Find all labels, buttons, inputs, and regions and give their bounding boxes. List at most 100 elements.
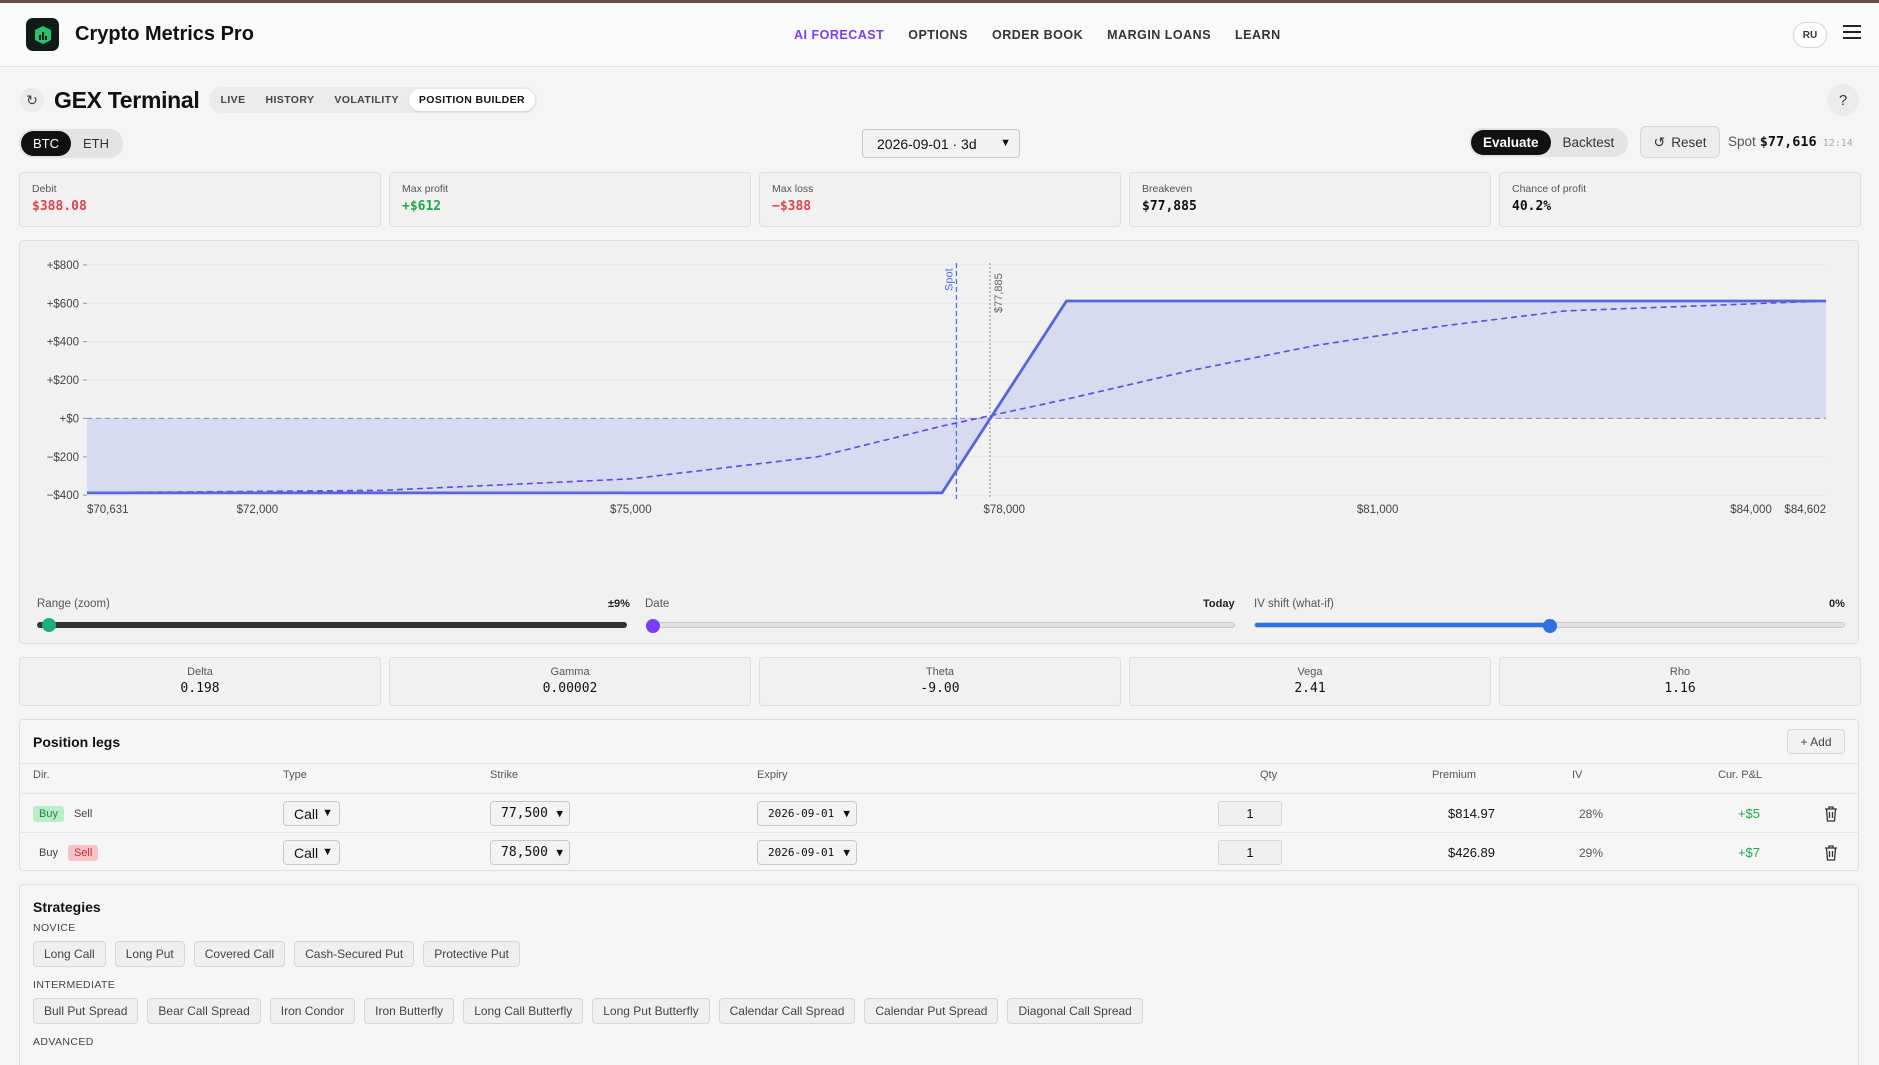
date-slider[interactable] bbox=[646, 619, 1235, 633]
greek-value: 2.41 bbox=[1294, 681, 1326, 696]
chevron-down-icon: ▼ bbox=[843, 807, 850, 820]
y-tick-label: −$400 bbox=[47, 490, 79, 502]
strategy-chip[interactable]: Long Put Butterfly bbox=[592, 998, 710, 1024]
greek-card-rho: Rho 1.16 bbox=[1499, 657, 1861, 706]
strategy-chip[interactable]: Cash-Secured Put bbox=[294, 941, 415, 967]
expiry-value: 2026-09-01 · 3d bbox=[877, 135, 977, 152]
expiry-select[interactable]: 2026-09-01 · 3d ▼ bbox=[862, 129, 1020, 158]
greek-label: Rho bbox=[1669, 666, 1691, 678]
y-tick-label: +$600 bbox=[47, 298, 79, 310]
metric-value: $388.08 bbox=[32, 199, 87, 214]
leg-expiry-select[interactable]: 2026-09-01 ▼ bbox=[757, 840, 857, 865]
leg-expiry-select[interactable]: 2026-09-01 ▼ bbox=[757, 801, 857, 826]
iv-slider[interactable] bbox=[1254, 619, 1845, 633]
evaluate-button[interactable]: Evaluate bbox=[1471, 130, 1551, 155]
tab-volatility[interactable]: VOLATILITY bbox=[334, 94, 399, 106]
tab-live[interactable]: LIVE bbox=[220, 94, 246, 106]
strategy-chip[interactable]: Covered Call bbox=[193, 941, 286, 967]
strategy-chip[interactable]: Protective Put bbox=[423, 941, 520, 967]
brand-name[interactable]: Crypto Metrics Pro bbox=[75, 23, 254, 45]
greek-label: Vega bbox=[1297, 666, 1323, 678]
greek-label: Gamma bbox=[550, 666, 590, 678]
metric-value: −$388 bbox=[772, 199, 812, 214]
leg-sell-toggle[interactable]: Sell bbox=[73, 807, 93, 820]
metric-card-chance-of-profit: Chance of profit 40.2% bbox=[1499, 172, 1861, 227]
leg-qty-input[interactable]: 1 bbox=[1218, 801, 1282, 826]
spot-label: Spot bbox=[1728, 134, 1756, 149]
strategy-chip[interactable]: Long Call Butterfly bbox=[463, 998, 584, 1024]
leg-strike-select[interactable]: 78,500 ▼ bbox=[490, 840, 570, 865]
leg-sell-toggle[interactable]: Sell bbox=[67, 844, 99, 861]
leg-qty-input[interactable]: 1 bbox=[1218, 840, 1282, 865]
spot-label: Spot bbox=[943, 268, 955, 291]
help-button[interactable]: ? bbox=[1827, 84, 1859, 116]
x-tick-label: $70,631 bbox=[87, 504, 129, 516]
nav-margin-loans[interactable]: MARGIN LOANS bbox=[1107, 28, 1212, 42]
range-slider-label: Range (zoom) bbox=[37, 598, 110, 610]
strategy-chip[interactable]: Calendar Put Spread bbox=[864, 998, 999, 1024]
nav-learn[interactable]: LEARN bbox=[1235, 28, 1281, 42]
tab-history[interactable]: HISTORY bbox=[265, 94, 315, 106]
asset-btc[interactable]: BTC bbox=[21, 131, 71, 156]
col-iv: IV bbox=[1572, 769, 1583, 781]
view-tabs: LIVE HISTORY VOLATILITY POSITION BUILDER bbox=[208, 87, 538, 113]
trash-icon[interactable] bbox=[1824, 844, 1838, 861]
x-tick-label: $81,000 bbox=[1357, 504, 1399, 516]
leg-type-select[interactable]: Call ▼ bbox=[283, 801, 340, 826]
col-premium: Premium bbox=[1432, 769, 1477, 781]
strategy-chip[interactable]: Iron Butterfly bbox=[364, 998, 455, 1024]
language-switch[interactable]: RU bbox=[1793, 22, 1827, 48]
iv-slider-fill bbox=[1255, 623, 1550, 627]
strategy-chip[interactable]: Iron Condor bbox=[269, 998, 356, 1024]
nav-ai-forecast[interactable]: AI FORECAST bbox=[794, 28, 885, 42]
metric-label: Debit bbox=[32, 183, 57, 195]
metric-label: Max loss bbox=[772, 183, 814, 195]
metric-card-max-profit: Max profit +$612 bbox=[389, 172, 751, 227]
date-slider-handle[interactable] bbox=[646, 619, 660, 633]
add-leg-button[interactable]: + Add bbox=[1787, 729, 1845, 754]
metric-card-max-loss: Max loss −$388 bbox=[759, 172, 1121, 227]
range-slider[interactable] bbox=[37, 618, 627, 632]
metric-label: Chance of profit bbox=[1512, 183, 1587, 195]
leg-pnl: +$7 bbox=[1737, 845, 1760, 860]
metric-value: $77,885 bbox=[1142, 199, 1197, 214]
leg-strike-select[interactable]: 77,500 ▼ bbox=[490, 801, 570, 826]
strategy-chip[interactable]: Bull Put Spread bbox=[33, 998, 139, 1024]
strategy-chip[interactable]: Bear Call Spread bbox=[147, 998, 261, 1024]
strategy-chip[interactable]: Calendar Call Spread bbox=[718, 998, 856, 1024]
leg-type-select[interactable]: Call ▼ bbox=[283, 840, 340, 865]
nav-order-book[interactable]: ORDER BOOK bbox=[992, 28, 1084, 42]
strategy-group-label: ADVANCED bbox=[33, 1036, 94, 1048]
trash-icon[interactable] bbox=[1824, 805, 1838, 822]
reset-button[interactable]: ↺ Reset bbox=[1640, 126, 1720, 158]
strategy-chip[interactable]: Diagonal Call Spread bbox=[1007, 998, 1143, 1024]
leg-buy-toggle[interactable]: Buy bbox=[33, 805, 64, 822]
strategy-chip[interactable]: Long Put bbox=[114, 941, 185, 967]
y-tick-label: −$200 bbox=[47, 452, 79, 464]
spot-readout: Spot $77,616 12:14 bbox=[1728, 134, 1853, 150]
leg-buy-toggle[interactable]: Buy bbox=[39, 846, 58, 859]
iv-slider-handle[interactable] bbox=[1542, 619, 1557, 633]
nav-options[interactable]: OPTIONS bbox=[908, 28, 968, 42]
app-logo-icon[interactable] bbox=[26, 18, 59, 51]
strategy-chip-list: Bull Put Spread Bear Call Spread Iron Cond… bbox=[33, 998, 1845, 1024]
strategy-group-label: NOVICE bbox=[33, 922, 76, 934]
tab-position-builder[interactable]: POSITION BUILDER bbox=[408, 89, 536, 111]
backtest-button[interactable]: Backtest bbox=[1562, 135, 1615, 150]
position-legs-panel: Position legs + Add Dir. Type Strike Exp… bbox=[19, 719, 1859, 871]
greek-value: 0.198 bbox=[180, 681, 220, 696]
payoff-chart[interactable]: +$800 +$600 +$400 +$200 +$0 −$200 −$400 $70,631… bbox=[20, 241, 1860, 581]
refresh-icon[interactable]: ↻ bbox=[20, 88, 44, 112]
iv-slider-value: 0% bbox=[1829, 598, 1845, 610]
col-pnl: Cur. P&L bbox=[1718, 769, 1763, 781]
metric-value: 40.2% bbox=[1512, 199, 1552, 214]
y-tick-label: +$0 bbox=[59, 413, 79, 425]
menu-icon[interactable] bbox=[1843, 25, 1861, 43]
chevron-down-icon: ▼ bbox=[322, 846, 333, 858]
col-strike: Strike bbox=[490, 769, 519, 781]
asset-eth[interactable]: ETH bbox=[83, 136, 109, 151]
col-expiry: Expiry bbox=[757, 769, 788, 781]
leg-row: Buy Sell Call ▼ 78,500 ▼ 2026-09-01 ▼ 1 $42… bbox=[20, 832, 1858, 871]
strategy-chip[interactable]: Long Call bbox=[33, 941, 106, 967]
range-slider-handle[interactable] bbox=[41, 618, 56, 632]
